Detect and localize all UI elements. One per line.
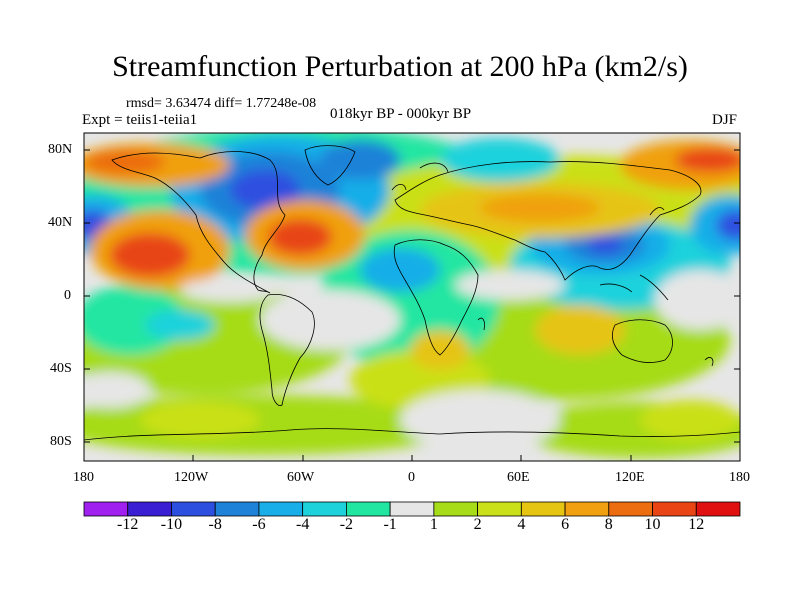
colorbar-label: 1	[429, 516, 438, 533]
colorbar-label: -4	[295, 516, 310, 533]
colorbar-label: -2	[339, 516, 354, 533]
colorbar-swatch	[477, 501, 522, 517]
colorbar-swatch	[345, 501, 391, 517]
lat-label-40s: 40S	[50, 361, 72, 376]
colorbar-swatch	[695, 501, 741, 517]
lon-label-180w: 180	[73, 470, 94, 485]
lat-label-40n: 40N	[48, 215, 73, 230]
colorbar-swatch	[302, 501, 347, 517]
lon-label-60e: 60E	[507, 470, 530, 485]
colorbar-swatch	[127, 501, 172, 517]
colorbar-label: 6	[561, 516, 570, 533]
colorbar-label: -10	[160, 516, 183, 533]
lon-label-120e: 120E	[615, 470, 645, 485]
colorbar-swatch	[214, 501, 260, 517]
axis-ticks	[84, 149, 740, 461]
lat-label-0: 0	[64, 288, 71, 303]
colorbar-label: -12	[117, 516, 139, 533]
lat-label-80s: 80S	[50, 434, 72, 449]
colorbar-label: 8	[604, 516, 613, 533]
lon-label-0: 0	[408, 470, 415, 485]
experiment-label: Expt = teiis1-teiia1	[82, 112, 198, 128]
season-label: DJF	[712, 112, 738, 128]
lon-label-180e: 180	[729, 470, 750, 485]
colorbar-label: 10	[644, 516, 661, 533]
colorbar-swatch	[389, 501, 435, 517]
colorbar-label: -6	[252, 516, 266, 533]
colorbar-swatch	[433, 501, 479, 517]
colorbar	[83, 501, 741, 517]
colorbar-label: 2	[473, 516, 482, 533]
colorbar-label: -8	[208, 516, 222, 533]
streamfunction-field	[84, 133, 740, 461]
colorbar-label: 4	[517, 516, 526, 533]
rmsd-stats: rmsd= 3.63474 diff= 1.77248e-08	[126, 96, 317, 111]
colorbar-swatch	[652, 501, 697, 517]
lon-label-120w: 120W	[174, 470, 209, 485]
colorbar-swatch	[520, 501, 566, 517]
colorbar-swatch	[258, 501, 304, 517]
colorbar-swatch	[564, 501, 610, 517]
colorbar-label: 12	[688, 516, 705, 533]
colorbar-swatch	[608, 501, 653, 517]
colorbar-label: -1	[383, 516, 397, 533]
plot-title: Streamfunction Perturbation at 200 hPa (…	[112, 50, 688, 83]
lon-label-60w: 60W	[287, 470, 315, 485]
coastlines	[84, 145, 740, 441]
lat-label-80n: 80N	[48, 142, 73, 157]
colorbar-swatch	[83, 501, 129, 517]
colorbar-swatch	[171, 501, 216, 517]
period-label: 018kyr BP - 000kyr BP	[330, 106, 472, 122]
